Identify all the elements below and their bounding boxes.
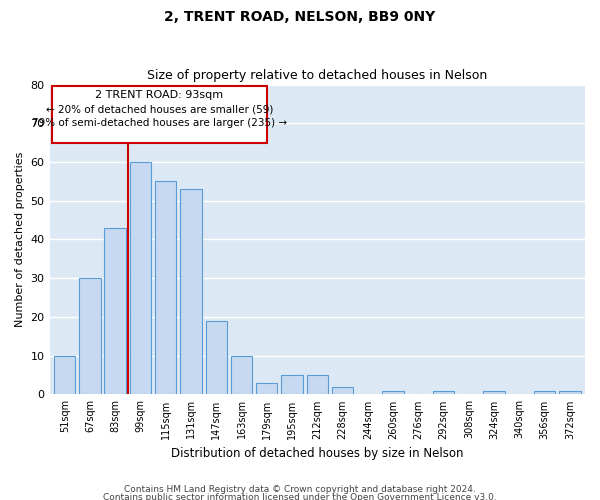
Bar [54, 356, 76, 395]
FancyBboxPatch shape [52, 86, 267, 142]
Bar [307, 375, 328, 394]
X-axis label: Distribution of detached houses by size in Nelson: Distribution of detached houses by size … [171, 447, 464, 460]
Bar [206, 321, 227, 394]
Bar [79, 278, 101, 394]
Bar [332, 386, 353, 394]
Bar [559, 390, 581, 394]
Text: 2, TRENT ROAD, NELSON, BB9 0NY: 2, TRENT ROAD, NELSON, BB9 0NY [164, 10, 436, 24]
Bar [180, 189, 202, 394]
Bar [281, 375, 303, 394]
Bar [382, 390, 404, 394]
Y-axis label: Number of detached properties: Number of detached properties [15, 152, 25, 327]
Bar [433, 390, 454, 394]
Bar [104, 228, 126, 394]
Bar [256, 383, 277, 394]
Text: Contains HM Land Registry data © Crown copyright and database right 2024.: Contains HM Land Registry data © Crown c… [124, 486, 476, 494]
Text: ← 20% of detached houses are smaller (59): ← 20% of detached houses are smaller (59… [46, 104, 273, 115]
Title: Size of property relative to detached houses in Nelson: Size of property relative to detached ho… [147, 69, 487, 82]
Bar [231, 356, 252, 395]
Text: 2 TRENT ROAD: 93sqm: 2 TRENT ROAD: 93sqm [95, 90, 223, 101]
Bar [534, 390, 556, 394]
Bar [155, 182, 176, 394]
Bar [130, 162, 151, 394]
Bar [484, 390, 505, 394]
Text: Contains public sector information licensed under the Open Government Licence v3: Contains public sector information licen… [103, 492, 497, 500]
Text: 79% of semi-detached houses are larger (235) →: 79% of semi-detached houses are larger (… [32, 118, 287, 128]
